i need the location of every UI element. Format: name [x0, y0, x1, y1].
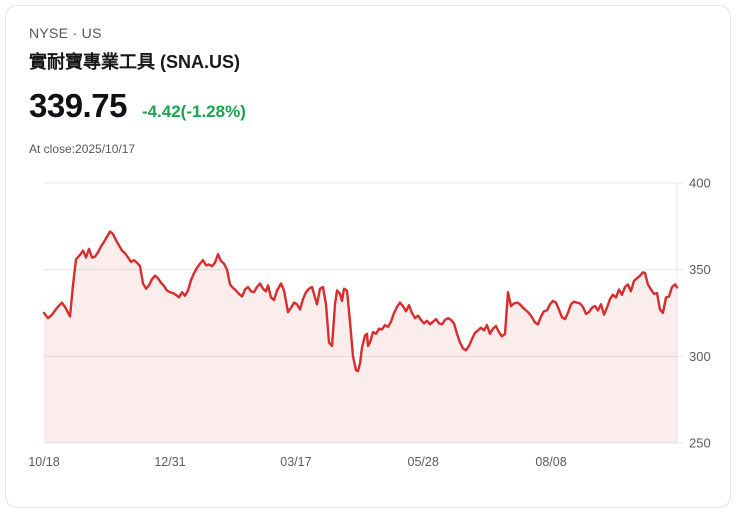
price-change: -4.42(-1.28%) [141, 102, 246, 121]
x-axis-label-10/18: 10/18 [28, 455, 59, 469]
exchange-label: NYSE · US [29, 25, 102, 41]
x-axis-label-12/31: 12/31 [154, 455, 185, 469]
x-axis-label-05/28: 05/28 [408, 455, 439, 469]
y-axis-label-400: 400 [689, 176, 711, 191]
x-axis-label-03/17: 03/17 [280, 455, 311, 469]
chart-plot-area[interactable] [44, 183, 677, 443]
y-axis-label-300: 300 [689, 349, 711, 364]
stock-title: 實耐寶專業工具 (SNA.US) [29, 52, 240, 72]
price-row: 339.75 -4.42(-1.28%) [29, 87, 246, 125]
as-of-timestamp: At close:2025/10/17 [29, 142, 136, 156]
y-axis-label-350: 350 [689, 262, 711, 277]
last-price: 339.75 [29, 87, 127, 124]
y-axis-label-250: 250 [689, 436, 711, 451]
price-line [42, 230, 679, 373]
price-area [44, 231, 677, 443]
quote-header: NYSE · US 實耐寶專業工具 (SNA.US) [29, 25, 240, 74]
x-axis-label-08/08: 08/08 [535, 455, 566, 469]
